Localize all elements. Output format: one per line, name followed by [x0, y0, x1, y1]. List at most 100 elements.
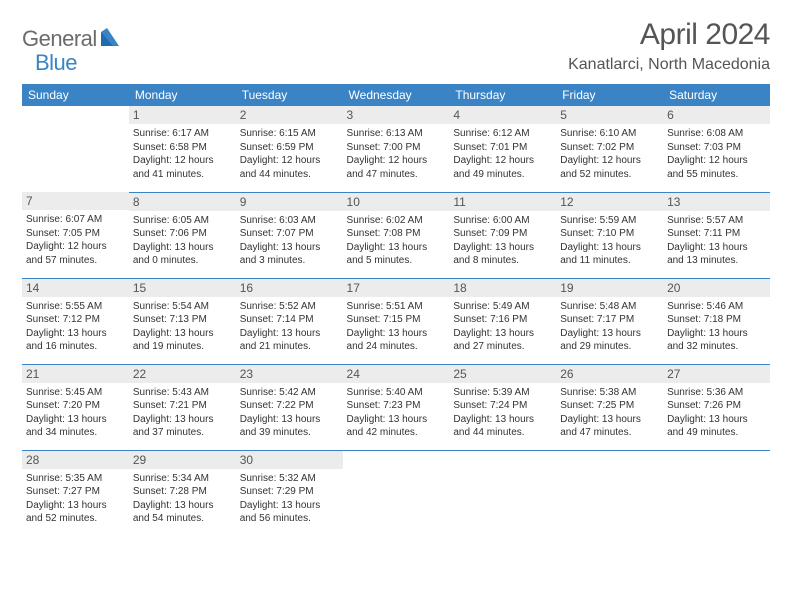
cell-details: Sunrise: 5:52 AMSunset: 7:14 PMDaylight:…: [240, 300, 339, 354]
calendar-week-row: 28 Sunrise: 5:35 AMSunset: 7:27 PMDayligh…: [22, 450, 770, 536]
day-number: 29: [129, 451, 236, 469]
day-number: 10: [343, 193, 450, 211]
day-number: 13: [663, 193, 770, 211]
calendar-cell: [343, 450, 450, 536]
day-number: 30: [236, 451, 343, 469]
cell-details: Sunrise: 5:57 AMSunset: 7:11 PMDaylight:…: [667, 214, 766, 268]
calendar-cell: 22 Sunrise: 5:43 AMSunset: 7:21 PMDayligh…: [129, 364, 236, 450]
cell-details: Sunrise: 5:36 AMSunset: 7:26 PMDaylight:…: [667, 386, 766, 440]
calendar-cell: 12 Sunrise: 5:59 AMSunset: 7:10 PMDayligh…: [556, 192, 663, 278]
day-number: 14: [22, 279, 129, 297]
cell-details: Sunrise: 5:40 AMSunset: 7:23 PMDaylight:…: [347, 386, 446, 440]
day-number: 24: [343, 365, 450, 383]
calendar-cell: 17Sunrise: 5:51 AMSunset: 7:15 PMDayligh…: [343, 278, 450, 364]
cell-details: Sunrise: 6:02 AMSunset: 7:08 PMDaylight:…: [347, 214, 446, 268]
header: General April 2024 Kanatlarci, North Mac…: [22, 18, 770, 74]
calendar-cell: 5 Sunrise: 6:10 AMSunset: 7:02 PMDaylight…: [556, 106, 663, 192]
calendar-cell: 28 Sunrise: 5:35 AMSunset: 7:27 PMDayligh…: [22, 450, 129, 536]
cell-details: Sunrise: 5:54 AMSunset: 7:13 PMDaylight:…: [133, 300, 232, 354]
day-header: Saturday: [663, 84, 770, 106]
day-number: 17: [343, 279, 450, 297]
day-number: 28: [22, 451, 129, 469]
calendar-week-row: 21 Sunrise: 5:45 AMSunset: 7:20 PMDayligh…: [22, 364, 770, 450]
logo-text-blue: Blue: [35, 50, 77, 75]
logo-text-blue-wrap: Blue: [35, 50, 77, 76]
calendar-cell: [449, 450, 556, 536]
calendar-cell: 20 Sunrise: 5:46 AMSunset: 7:18 PMDayligh…: [663, 278, 770, 364]
calendar-cell: 8 Sunrise: 6:05 AMSunset: 7:06 PMDaylight…: [129, 192, 236, 278]
day-number: 7: [22, 192, 129, 210]
calendar-table: SundayMondayTuesdayWednesdayThursdayFrid…: [22, 84, 770, 536]
cell-details: Sunrise: 5:48 AMSunset: 7:17 PMDaylight:…: [560, 300, 659, 354]
day-header: Thursday: [449, 84, 556, 106]
day-number: 2: [236, 106, 343, 124]
cell-details: Sunrise: 5:49 AMSunset: 7:16 PMDaylight:…: [453, 300, 552, 354]
calendar-week-row: 1 Sunrise: 6:17 AMSunset: 6:58 PMDaylight…: [22, 106, 770, 192]
cell-details: Sunrise: 5:35 AMSunset: 7:27 PMDaylight:…: [26, 472, 125, 526]
day-header: Wednesday: [343, 84, 450, 106]
cell-details: Sunrise: 6:00 AMSunset: 7:09 PMDaylight:…: [453, 214, 552, 268]
cell-details: Sunrise: 5:34 AMSunset: 7:28 PMDaylight:…: [133, 472, 232, 526]
day-number: 20: [663, 279, 770, 297]
calendar-cell: 4 Sunrise: 6:12 AMSunset: 7:01 PMDaylight…: [449, 106, 556, 192]
logo-triangle-icon: [101, 28, 123, 51]
cell-details: Sunrise: 6:13 AMSunset: 7:00 PMDaylight:…: [347, 127, 446, 181]
calendar-cell: 3 Sunrise: 6:13 AMSunset: 7:00 PMDaylight…: [343, 106, 450, 192]
cell-details: Sunrise: 5:32 AMSunset: 7:29 PMDaylight:…: [240, 472, 339, 526]
calendar-cell: 14Sunrise: 5:55 AMSunset: 7:12 PMDayligh…: [22, 278, 129, 364]
day-number: 5: [556, 106, 663, 124]
cell-details: Sunrise: 6:03 AMSunset: 7:07 PMDaylight:…: [240, 214, 339, 268]
cell-details: Sunrise: 5:59 AMSunset: 7:10 PMDaylight:…: [560, 214, 659, 268]
calendar-cell: 23 Sunrise: 5:42 AMSunset: 7:22 PMDayligh…: [236, 364, 343, 450]
day-number: 12: [556, 193, 663, 211]
calendar-cell: 30 Sunrise: 5:32 AMSunset: 7:29 PMDayligh…: [236, 450, 343, 536]
calendar-cell: 6Sunrise: 6:08 AMSunset: 7:03 PMDaylight…: [663, 106, 770, 192]
cell-details: Sunrise: 6:10 AMSunset: 7:02 PMDaylight:…: [560, 127, 659, 181]
calendar-cell: 15Sunrise: 5:54 AMSunset: 7:13 PMDayligh…: [129, 278, 236, 364]
day-header: Tuesday: [236, 84, 343, 106]
cell-details: Sunrise: 5:38 AMSunset: 7:25 PMDaylight:…: [560, 386, 659, 440]
cell-details: Sunrise: 5:45 AMSunset: 7:20 PMDaylight:…: [26, 386, 125, 440]
day-header: Sunday: [22, 84, 129, 106]
cell-details: Sunrise: 5:43 AMSunset: 7:21 PMDaylight:…: [133, 386, 232, 440]
day-number: 21: [22, 365, 129, 383]
cell-details: Sunrise: 5:39 AMSunset: 7:24 PMDaylight:…: [453, 386, 552, 440]
calendar-cell: 29 Sunrise: 5:34 AMSunset: 7:28 PMDayligh…: [129, 450, 236, 536]
cell-details: Sunrise: 5:42 AMSunset: 7:22 PMDaylight:…: [240, 386, 339, 440]
location-text: Kanatlarci, North Macedonia: [568, 56, 770, 74]
calendar-cell: 19 Sunrise: 5:48 AMSunset: 7:17 PMDayligh…: [556, 278, 663, 364]
day-number: 26: [556, 365, 663, 383]
cell-details: Sunrise: 6:07 AMSunset: 7:05 PMDaylight:…: [26, 213, 125, 267]
calendar-body: 1 Sunrise: 6:17 AMSunset: 6:58 PMDaylight…: [22, 106, 770, 536]
day-number: 1: [129, 106, 236, 124]
calendar-cell: 18 Sunrise: 5:49 AMSunset: 7:16 PMDayligh…: [449, 278, 556, 364]
day-number: 16: [236, 279, 343, 297]
calendar-cell: [22, 106, 129, 192]
day-number: 3: [343, 106, 450, 124]
day-number: 8: [129, 193, 236, 211]
logo-text-general: General: [22, 26, 97, 52]
day-number: 6: [663, 106, 770, 124]
calendar-cell: 13 Sunrise: 5:57 AMSunset: 7:11 PMDayligh…: [663, 192, 770, 278]
day-number: 22: [129, 365, 236, 383]
day-header: Monday: [129, 84, 236, 106]
cell-details: Sunrise: 5:46 AMSunset: 7:18 PMDaylight:…: [667, 300, 766, 354]
calendar-cell: 1 Sunrise: 6:17 AMSunset: 6:58 PMDaylight…: [129, 106, 236, 192]
day-header: Friday: [556, 84, 663, 106]
day-number: 27: [663, 365, 770, 383]
calendar-cell: 11Sunrise: 6:00 AMSunset: 7:09 PMDayligh…: [449, 192, 556, 278]
calendar-cell: 10 Sunrise: 6:02 AMSunset: 7:08 PMDayligh…: [343, 192, 450, 278]
calendar-week-row: 7 Sunrise: 6:07 AMSunset: 7:05 PMDaylight…: [22, 192, 770, 278]
day-number: 18: [449, 279, 556, 297]
calendar-header-row: SundayMondayTuesdayWednesdayThursdayFrid…: [22, 84, 770, 106]
cell-details: Sunrise: 6:05 AMSunset: 7:06 PMDaylight:…: [133, 214, 232, 268]
day-number: 19: [556, 279, 663, 297]
calendar-cell: 2 Sunrise: 6:15 AMSunset: 6:59 PMDaylight…: [236, 106, 343, 192]
calendar-cell: [663, 450, 770, 536]
day-number: 23: [236, 365, 343, 383]
calendar-cell: 7 Sunrise: 6:07 AMSunset: 7:05 PMDaylight…: [22, 192, 129, 278]
cell-details: Sunrise: 6:15 AMSunset: 6:59 PMDaylight:…: [240, 127, 339, 181]
day-number: 4: [449, 106, 556, 124]
cell-details: Sunrise: 6:17 AMSunset: 6:58 PMDaylight:…: [133, 127, 232, 181]
cell-details: Sunrise: 6:12 AMSunset: 7:01 PMDaylight:…: [453, 127, 552, 181]
